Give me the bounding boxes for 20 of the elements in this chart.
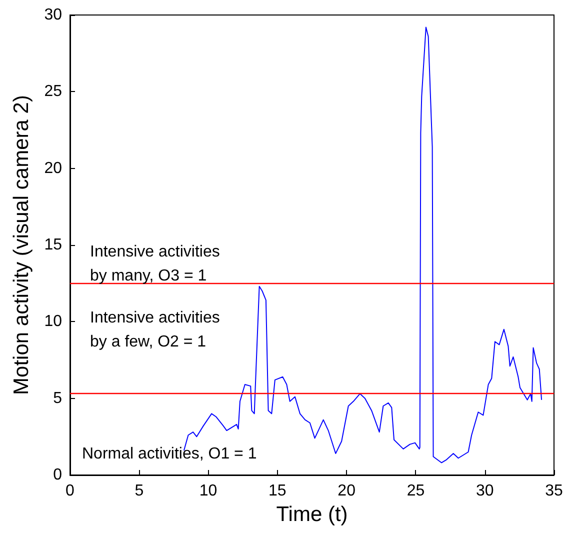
x-axis-title: Time (t) — [276, 502, 348, 526]
annotation: Normal activities, O1 = 1 — [82, 446, 257, 462]
x-tick-label: 0 — [66, 482, 75, 500]
annotation: Intensive activities by a few, O2 = 1 — [90, 310, 220, 350]
y-axis-title: Motion activity (visual camera 2) — [10, 95, 33, 395]
y-tick-label: 25 — [44, 83, 62, 100]
y-tick-label: 15 — [44, 236, 62, 254]
x-tick-label: 30 — [476, 482, 494, 500]
y-tick-label: 20 — [44, 160, 62, 177]
x-tick-label: 20 — [338, 482, 356, 500]
x-tick-label: 5 — [134, 482, 144, 500]
x-tick-label: 10 — [199, 482, 218, 500]
y-tick-label: 0 — [53, 466, 62, 484]
y-tick-label: 30 — [44, 6, 62, 24]
x-tick-label: 25 — [406, 482, 425, 500]
x-tick-label: 15 — [268, 482, 286, 500]
x-tick-label: 35 — [545, 482, 563, 500]
annotation: Intensive activities by many, O3 = 1 — [90, 244, 220, 284]
y-tick-label: 5 — [53, 390, 62, 407]
y-tick-label: 10 — [44, 313, 62, 330]
